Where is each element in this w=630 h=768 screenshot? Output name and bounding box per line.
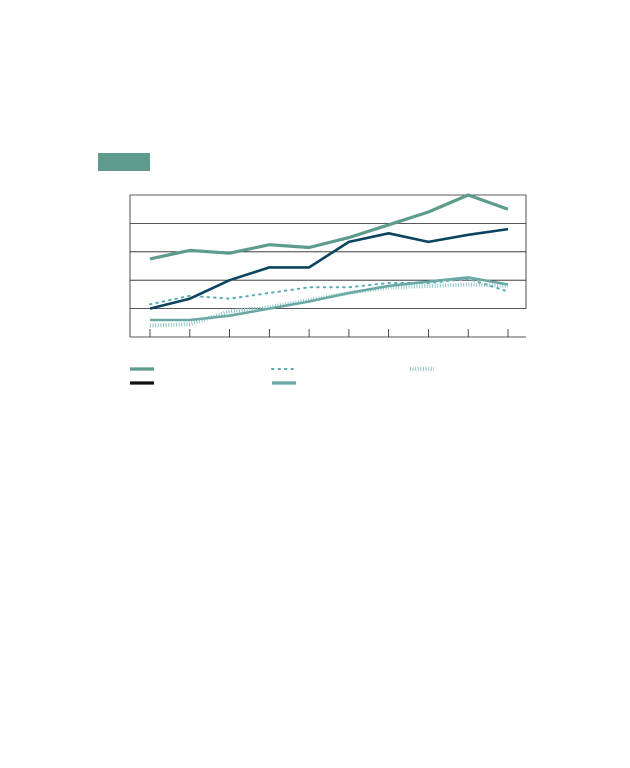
legend <box>130 367 434 385</box>
series-line-2 <box>149 277 509 306</box>
series-line-4 <box>149 227 509 310</box>
x-axis-ticks <box>149 329 509 337</box>
series-line-5 <box>150 276 509 322</box>
header-color-tab <box>98 153 150 171</box>
series-lines <box>149 193 509 328</box>
series-line-1 <box>149 193 509 261</box>
gridlines <box>129 194 527 338</box>
